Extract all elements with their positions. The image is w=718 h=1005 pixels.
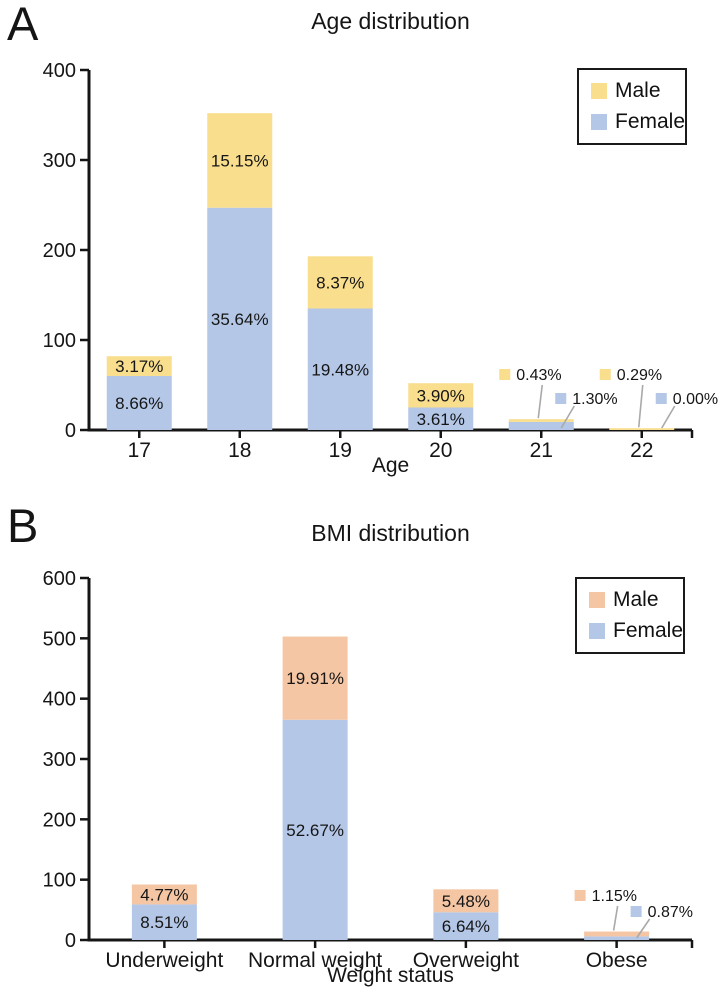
x-tick-label: Overweight [413,949,519,972]
y-tick-label: 500 [43,628,76,650]
bar-percent-label: 3.90% [417,386,465,405]
bar-segment-female [131,904,197,940]
bar-percent-label: 3.17% [115,357,163,376]
legend-label-female: Female [613,619,684,642]
y-tick-label: 0 [65,420,76,442]
y-tick-label: 400 [43,60,76,82]
legend-label-male: Male [613,588,659,611]
bar-segment-male [106,356,172,376]
legend-label-female: Female [615,110,686,133]
bar-segment-male [433,889,499,913]
bar-percent-label: 5.48% [442,892,490,911]
bar-segment-female [282,719,348,940]
legend-item-male: Male [591,79,679,103]
callout-swatch-male [599,369,611,380]
x-tick-label: 18 [228,439,251,462]
bar-segment-male [207,113,273,208]
callout-percent-label: 0.00% [673,391,718,408]
y-tick-label: 200 [43,809,76,831]
bar-percent-label: 35.64% [211,310,269,329]
bar-segment-male [408,383,474,408]
bar-percent-label: 8.51% [140,913,188,932]
callout-swatch-female [630,906,642,917]
callout-swatch-female [555,393,567,404]
bar-segment-female [508,421,574,430]
callout-percent-label: 0.43% [516,367,561,384]
bar-segment-female [584,936,650,940]
bar-segment-male [609,428,675,430]
callout-percent-label: 0.29% [617,367,662,384]
male-swatch-icon [589,592,605,608]
x-tick-label: 20 [429,439,452,462]
bar-segment-male [282,636,348,720]
x-tick-label: 17 [128,439,151,462]
female-swatch-icon [591,114,607,130]
callout-swatch-female [655,393,667,404]
bar-percent-label: 8.66% [115,394,163,413]
legend-item-female: Female [589,619,683,643]
x-axis-title: Age [372,454,409,477]
bar-segment-female [307,308,373,430]
bar-segment-male [131,884,197,905]
leader-line [612,905,619,931]
y-tick-label: 300 [43,749,76,771]
bar-percent-label: 4.77% [140,885,188,904]
bar-segment-female [207,207,273,430]
leader-line [537,384,544,419]
panel-a-letter: A [7,0,39,50]
female-swatch-icon [589,623,605,639]
bar-percent-label: 52.67% [286,821,344,840]
legend-item-female: Female [591,110,685,134]
bar-segment-female [408,407,474,430]
bar-percent-label: 6.64% [442,917,490,936]
x-axis-title: Weight status [327,964,454,987]
callout-percent-label: 0.87% [648,904,693,921]
y-tick-label: 600 [43,568,76,590]
bar-percent-label: 19.91% [286,669,344,688]
y-tick-label: 300 [43,150,76,172]
bar-segment-female [433,912,499,940]
bar-segment-male [307,256,373,309]
leader-line [637,384,644,428]
panel-b-title: BMI distribution [311,520,470,546]
bar-segment-female [106,376,172,430]
legend-item-male: Male [589,588,677,612]
bar-percent-label: 19.48% [311,360,369,379]
x-tick-label: Normal weight [248,949,382,972]
panel-a-legend: Male Female [577,68,687,145]
male-swatch-icon [591,83,607,99]
legend-label-male: Male [615,79,661,102]
bar-percent-label: 8.37% [316,273,364,292]
callout-swatch-male [574,890,586,901]
callout-percent-label: 1.30% [572,391,617,408]
bar-segment-male [508,419,574,422]
bar-percent-label: 3.61% [417,410,465,429]
callout-swatch-male [499,369,511,380]
y-tick-label: 100 [43,330,76,352]
y-tick-label: 200 [43,240,76,262]
panel-b-legend: Male Female [575,577,685,654]
bar-percent-label: 15.15% [211,151,269,170]
x-tick-label: Obese [586,949,648,972]
bar-segment-male [584,931,650,937]
x-tick-label: 19 [329,439,352,462]
leader-line [635,918,651,939]
y-tick-label: 400 [43,689,76,711]
x-tick-label: Underweight [105,949,223,972]
leader-line [661,405,676,429]
y-tick-label: 0 [65,930,76,952]
callout-percent-label: 1.15% [592,888,637,905]
panel-a-title: Age distribution [311,8,470,34]
x-tick-label: 22 [630,439,653,462]
y-tick-label: 100 [43,870,76,892]
x-tick-label: 21 [530,439,553,462]
panel-b-letter: B [7,499,39,552]
leader-line [560,405,575,429]
